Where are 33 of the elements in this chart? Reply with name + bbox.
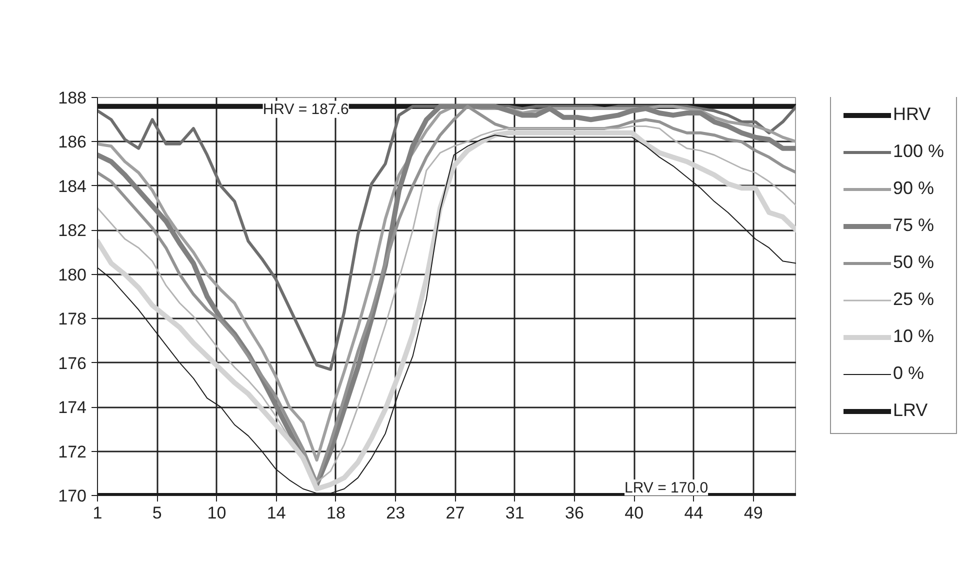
x-tick-label: 14 [266, 504, 286, 522]
x-tick-label: 31 [505, 504, 524, 522]
y-tick-label: 172 [58, 442, 87, 462]
x-tick-label: 10 [207, 504, 226, 522]
legend-label: 100 % [893, 141, 944, 162]
x-tick-label: 23 [386, 504, 406, 522]
x-tick-label: 40 [624, 504, 644, 522]
x-tick-label: 36 [565, 504, 584, 522]
legend-label: 25 % [893, 289, 934, 310]
x-tick-label: 5 [152, 504, 162, 522]
y-tick-label: 176 [58, 354, 87, 373]
legend-label: 50 % [893, 252, 934, 273]
x-tick-label: 18 [326, 504, 346, 522]
legend-label: LRV [893, 400, 928, 421]
legend-label: HRV [893, 104, 931, 125]
y-tick-label: 170 [58, 486, 87, 506]
x-tick-label: 44 [684, 504, 704, 522]
legend-label: 10 % [893, 326, 934, 347]
y-tick-label: 186 [58, 132, 87, 152]
legend-label: 90 % [893, 178, 934, 199]
annotation: HRV = 187.6 [262, 100, 349, 118]
x-tick-label: 49 [744, 504, 763, 522]
y-tick-label: 184 [58, 176, 87, 196]
legend-label: 0 % [893, 363, 924, 384]
y-tick-label: 174 [58, 398, 87, 418]
y-tick-label: 182 [58, 221, 87, 240]
annotation: LRV = 170.0 [624, 480, 708, 496]
x-tick-label: 1 [92, 504, 102, 522]
legend-label: 75 % [893, 215, 934, 236]
y-tick-label: 180 [58, 265, 87, 284]
y-tick-label: 178 [58, 310, 87, 329]
x-tick-label: 27 [446, 504, 465, 522]
y-tick-label: 188 [58, 88, 87, 108]
